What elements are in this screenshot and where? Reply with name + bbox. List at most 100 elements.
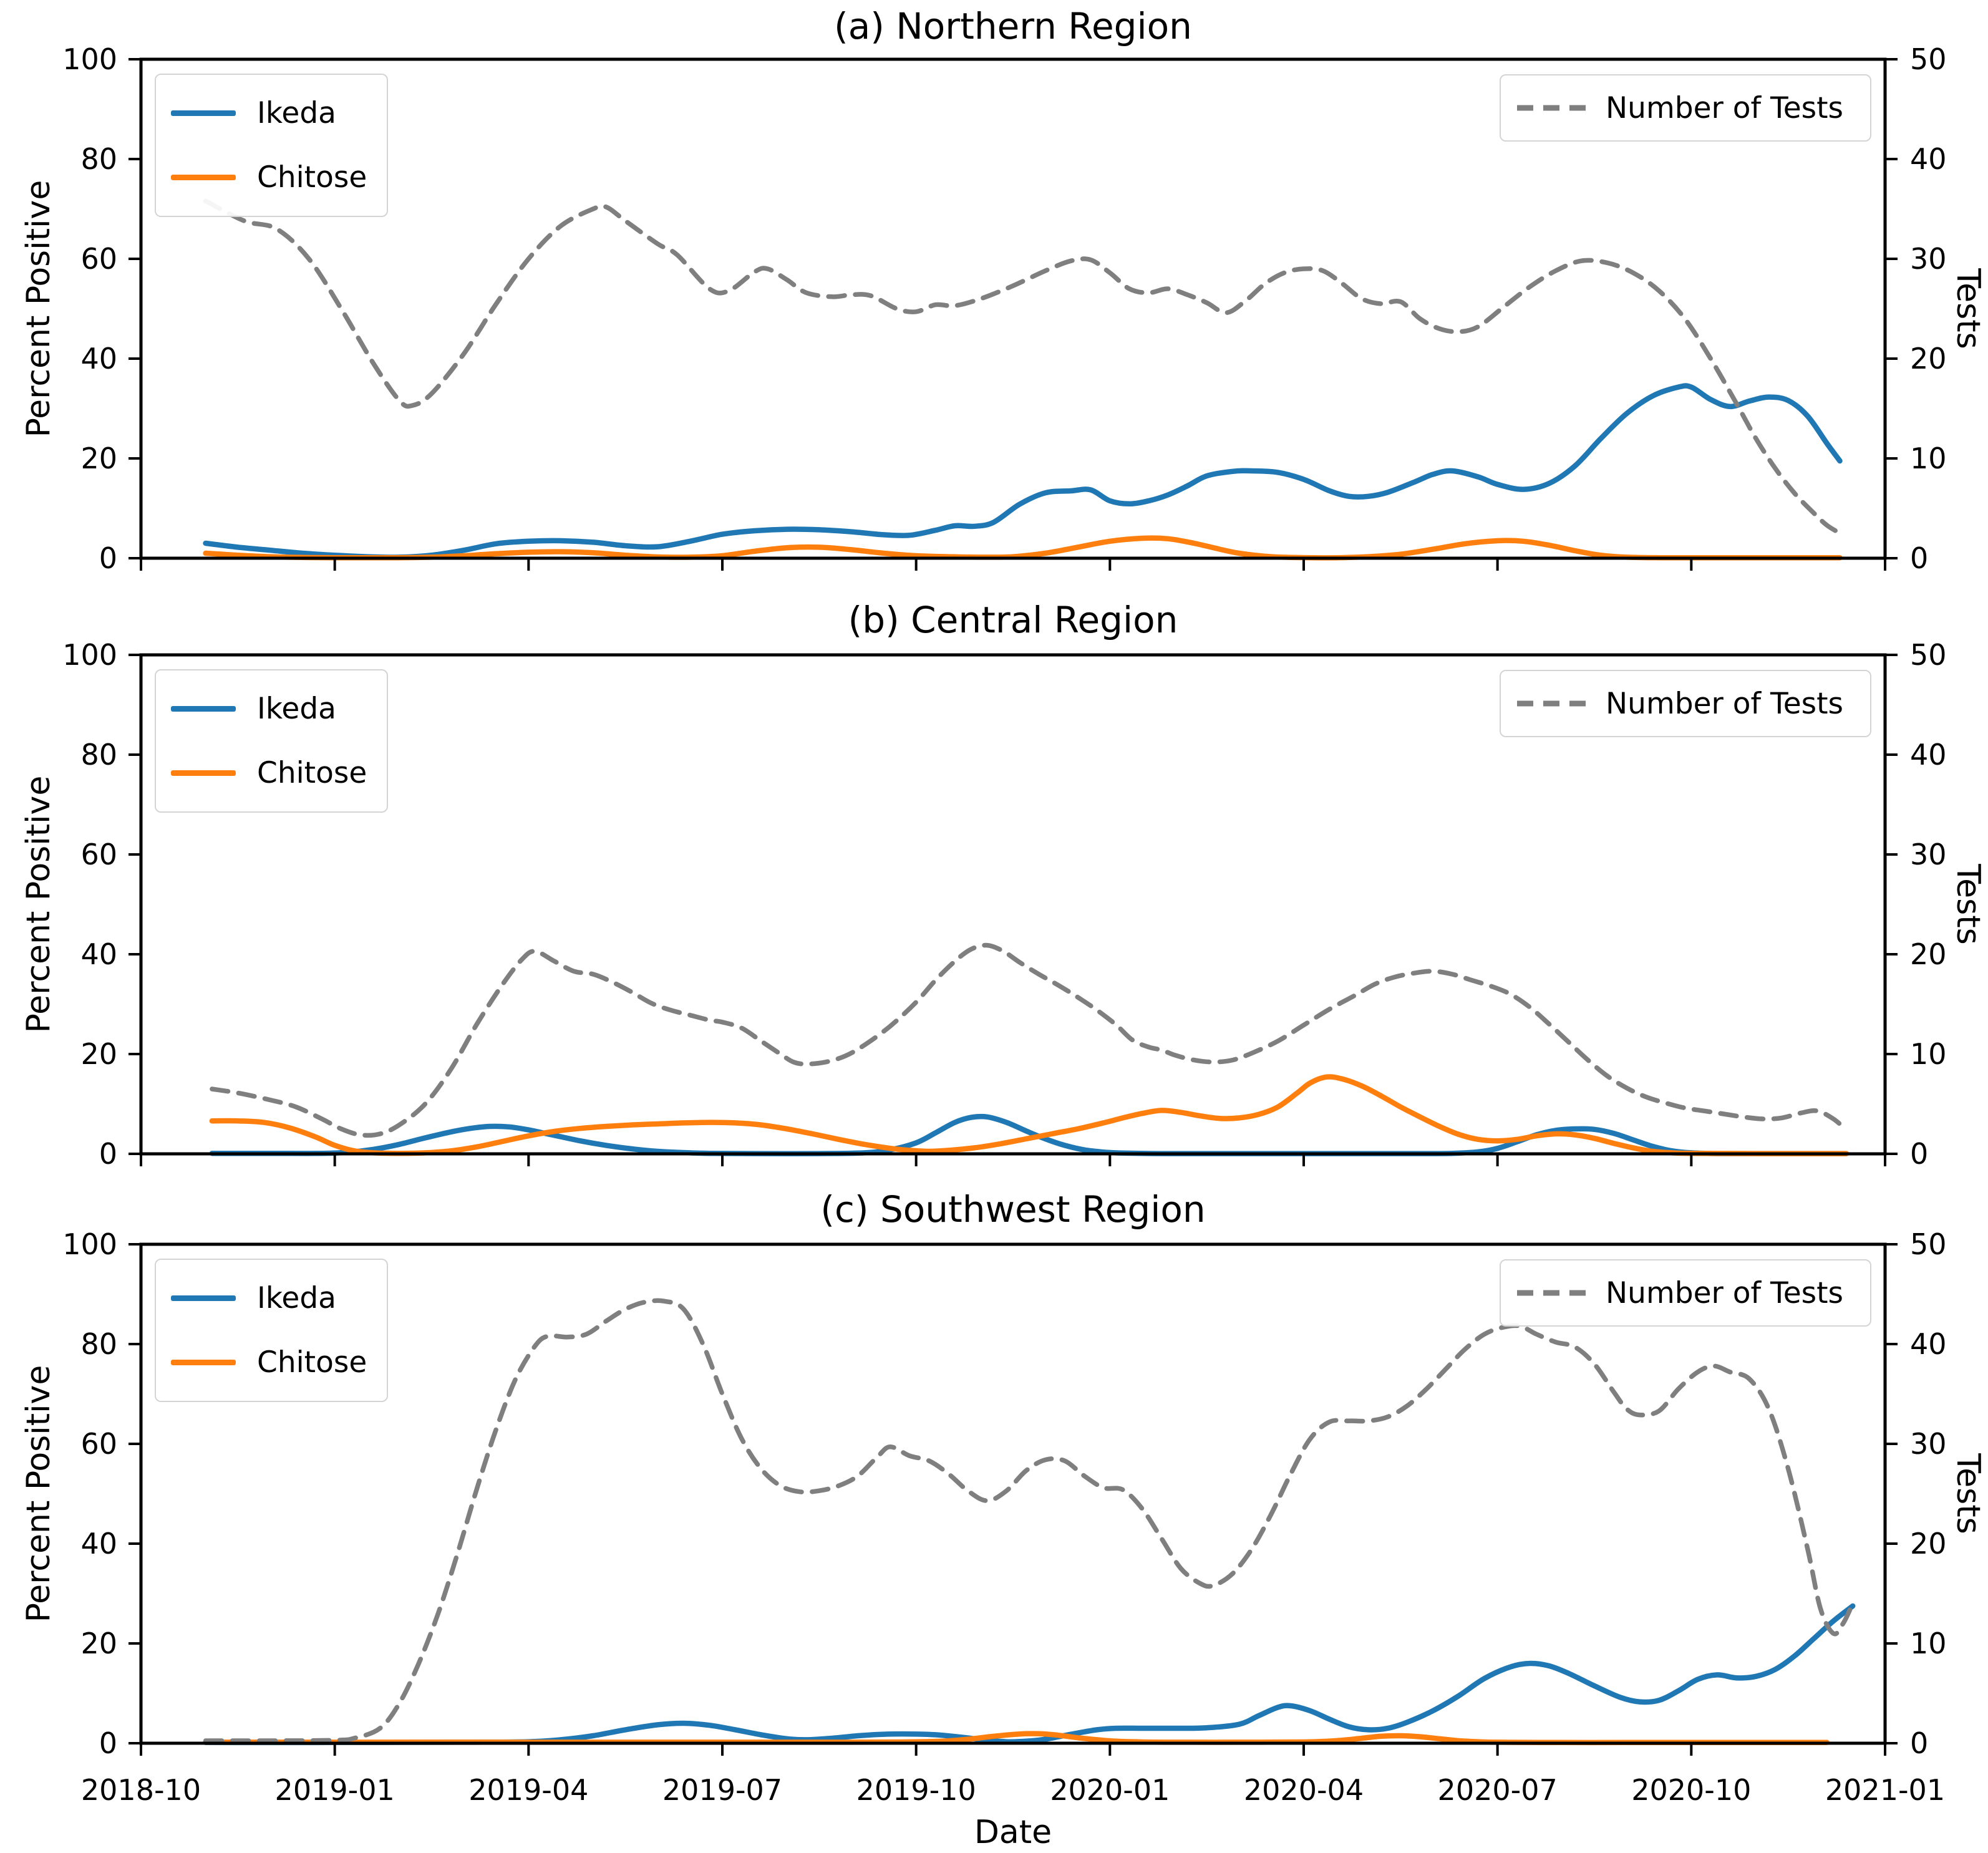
y2-tick-label: 20 bbox=[1910, 1527, 1947, 1560]
y-tick-label: 100 bbox=[62, 1227, 117, 1261]
chitose-line-icon bbox=[171, 175, 236, 180]
y-tick-label: 80 bbox=[80, 142, 117, 176]
panel-a-y2label: Tests bbox=[1949, 268, 1987, 349]
y2-tick-label: 40 bbox=[1910, 738, 1947, 772]
legend-row-ikeda: Ikeda bbox=[171, 1281, 372, 1315]
dashed-line-icon bbox=[1517, 700, 1587, 707]
y2-tick-label: 10 bbox=[1910, 1627, 1947, 1660]
y2-tick-label: 10 bbox=[1910, 442, 1947, 475]
x-tick-label: 2020-04 bbox=[1243, 1773, 1364, 1807]
y2-tick-label: 50 bbox=[1910, 638, 1947, 672]
y-tick-label: 40 bbox=[80, 1527, 117, 1560]
y2-tick-label: 20 bbox=[1910, 342, 1947, 375]
x-tick-label: 2020-01 bbox=[1050, 1773, 1170, 1807]
y-tick-label: 100 bbox=[62, 42, 117, 76]
legend-row-ikeda: Ikeda bbox=[171, 692, 372, 726]
x-tick-label: 2021-01 bbox=[1825, 1773, 1946, 1807]
y-tick-label: 60 bbox=[80, 838, 117, 871]
number-of-tests-line bbox=[203, 198, 1843, 536]
ikeda-line-icon bbox=[171, 110, 236, 116]
y2-tick-label: 30 bbox=[1910, 1427, 1947, 1461]
y-tick-label: 80 bbox=[80, 1327, 117, 1361]
y2-tick-label: 20 bbox=[1910, 937, 1947, 971]
y2-tick-label: 0 bbox=[1910, 541, 1929, 575]
chitose-line-icon bbox=[171, 770, 236, 776]
legend-label-tests: Number of Tests bbox=[1606, 90, 1844, 125]
panel-c-plot bbox=[128, 1242, 1898, 1756]
x-tick-label: 2019-01 bbox=[274, 1773, 395, 1807]
y2-tick-label: 0 bbox=[1910, 1137, 1929, 1171]
y-tick-label: 40 bbox=[80, 937, 117, 971]
legend-label-tests: Number of Tests bbox=[1606, 686, 1844, 721]
plot-frame bbox=[139, 653, 1887, 1156]
y-tick-label: 40 bbox=[80, 342, 117, 375]
y2-tick-label: 40 bbox=[1910, 142, 1947, 176]
ikeda-line-icon bbox=[171, 1295, 236, 1301]
legend-label-chitose: Chitose bbox=[257, 160, 367, 195]
number-of-tests-line bbox=[203, 1298, 1855, 1743]
panel-b-y2label: Tests bbox=[1949, 864, 1987, 945]
legend-label-ikeda: Ikeda bbox=[257, 96, 336, 130]
plot-frame bbox=[139, 57, 1887, 560]
chitose-line bbox=[209, 1074, 1850, 1156]
panel-c-legend: Ikeda Chitose bbox=[155, 1259, 388, 1402]
x-tick-label: 2019-10 bbox=[856, 1773, 976, 1807]
y2-tick-label: 50 bbox=[1910, 1227, 1947, 1261]
legend-label-chitose: Chitose bbox=[257, 1345, 367, 1380]
panel-b-ylabel: Percent Positive bbox=[20, 775, 57, 1033]
chitose-line bbox=[203, 535, 1843, 561]
panel-c-ylabel: Percent Positive bbox=[20, 1365, 57, 1623]
legend-row-chitose: Chitose bbox=[171, 160, 372, 195]
x-tick-label: 2018-10 bbox=[80, 1773, 201, 1807]
y2-tick-label: 30 bbox=[1910, 242, 1947, 276]
ikeda-line-icon bbox=[171, 706, 236, 712]
panel-b-legend: Ikeda Chitose bbox=[155, 669, 388, 813]
y2-tick-label: 40 bbox=[1910, 1327, 1947, 1361]
y-tick-label: 60 bbox=[80, 1427, 117, 1461]
panel-a-ylabel: Percent Positive bbox=[20, 180, 57, 438]
y2-tick-label: 50 bbox=[1910, 42, 1947, 76]
y-tick-label: 60 bbox=[80, 242, 117, 276]
ikeda-line bbox=[203, 1603, 1856, 1746]
number-of-tests-line bbox=[210, 942, 1849, 1138]
legend-row-ikeda: Ikeda bbox=[171, 96, 372, 130]
panel-b-title: (b) Central Region bbox=[848, 599, 1178, 641]
y-tick-label: 0 bbox=[99, 1726, 117, 1760]
panel-a-plot bbox=[128, 57, 1898, 571]
legend-label-tests: Number of Tests bbox=[1606, 1275, 1844, 1310]
y2-tick-label: 0 bbox=[1910, 1726, 1929, 1760]
x-tick-label: 2019-04 bbox=[468, 1773, 589, 1807]
y-tick-label: 100 bbox=[62, 638, 117, 672]
y-tick-label: 20 bbox=[80, 1037, 117, 1071]
y-tick-label: 0 bbox=[99, 541, 117, 575]
chitose-line-icon bbox=[171, 1360, 236, 1365]
panel-a-legend: Ikeda Chitose bbox=[155, 74, 388, 217]
panel-b-legend-tests: Number of Tests bbox=[1500, 670, 1871, 737]
y-tick-label: 20 bbox=[80, 442, 117, 475]
dashed-line-icon bbox=[1517, 1290, 1587, 1296]
panel-a-title: (a) Northern Region bbox=[834, 5, 1192, 47]
legend-row-chitose: Chitose bbox=[171, 1345, 372, 1380]
y-tick-label: 20 bbox=[80, 1627, 117, 1660]
legend-label-chitose: Chitose bbox=[257, 756, 367, 790]
dashed-line-icon bbox=[1517, 105, 1587, 111]
legend-label-ikeda: Ikeda bbox=[257, 692, 336, 726]
x-tick-label: 2019-07 bbox=[662, 1773, 783, 1807]
y-tick-label: 80 bbox=[80, 738, 117, 772]
ikeda-line bbox=[203, 383, 1843, 560]
panel-c-legend-tests: Number of Tests bbox=[1500, 1259, 1871, 1327]
y2-tick-label: 30 bbox=[1910, 838, 1947, 871]
legend-row-chitose: Chitose bbox=[171, 756, 372, 790]
x-tick-label: 2020-07 bbox=[1437, 1773, 1558, 1807]
legend-label-ikeda: Ikeda bbox=[257, 1281, 336, 1315]
plot-frame bbox=[139, 1242, 1887, 1745]
panel-c-title: (c) Southwest Region bbox=[820, 1188, 1206, 1231]
panel-c-y2label: Tests bbox=[1949, 1453, 1987, 1534]
y2-tick-label: 10 bbox=[1910, 1037, 1947, 1071]
panel-b-plot bbox=[128, 653, 1898, 1166]
y-tick-label: 0 bbox=[99, 1137, 117, 1171]
panel-a-legend-tests: Number of Tests bbox=[1500, 74, 1871, 142]
ikeda-line bbox=[209, 1113, 1850, 1156]
x-tick-label: 2020-10 bbox=[1631, 1773, 1752, 1807]
